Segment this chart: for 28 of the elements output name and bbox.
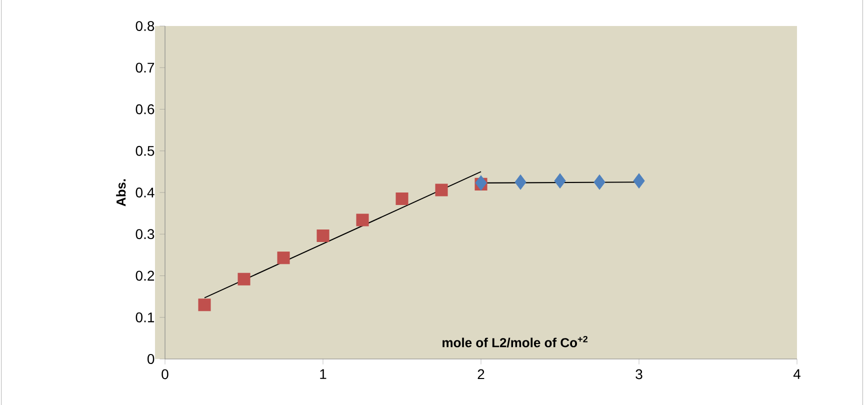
point (277, 252, 290, 264)
point (554, 173, 566, 188)
y-tick-label: 0.1 (136, 312, 154, 322)
y-tick-label: 0.5 (136, 146, 154, 156)
point (198, 298, 211, 312)
y-tick-label: 0.2 (136, 270, 154, 281)
point (475, 175, 487, 191)
point (316, 230, 330, 242)
point (594, 174, 606, 190)
point (435, 184, 448, 196)
point (396, 192, 408, 206)
y-tick-label: 0.8 (136, 21, 154, 31)
y-axis-title: Abs. (116, 179, 126, 206)
y-tick-label: 0.3 (136, 229, 154, 240)
x-tick-label: 1 (320, 369, 326, 379)
y-tick-label: 0.7 (136, 62, 154, 73)
x-axis-title: mole of L2/mole of Co$^{+2}$ (442, 336, 588, 348)
x-tick-label: 3 (636, 369, 642, 380)
point (356, 214, 369, 226)
y-tick-label: 0.4 (136, 188, 154, 198)
x-tick-label: 2 (478, 369, 484, 380)
x-tick-label: 4 (793, 369, 800, 379)
point (633, 173, 645, 188)
y-tick-label: 0 (147, 354, 154, 364)
point (514, 174, 526, 190)
y-tick-label: 0.6 (136, 104, 154, 114)
point (238, 272, 250, 286)
x-tick-label: 0 (162, 369, 168, 380)
